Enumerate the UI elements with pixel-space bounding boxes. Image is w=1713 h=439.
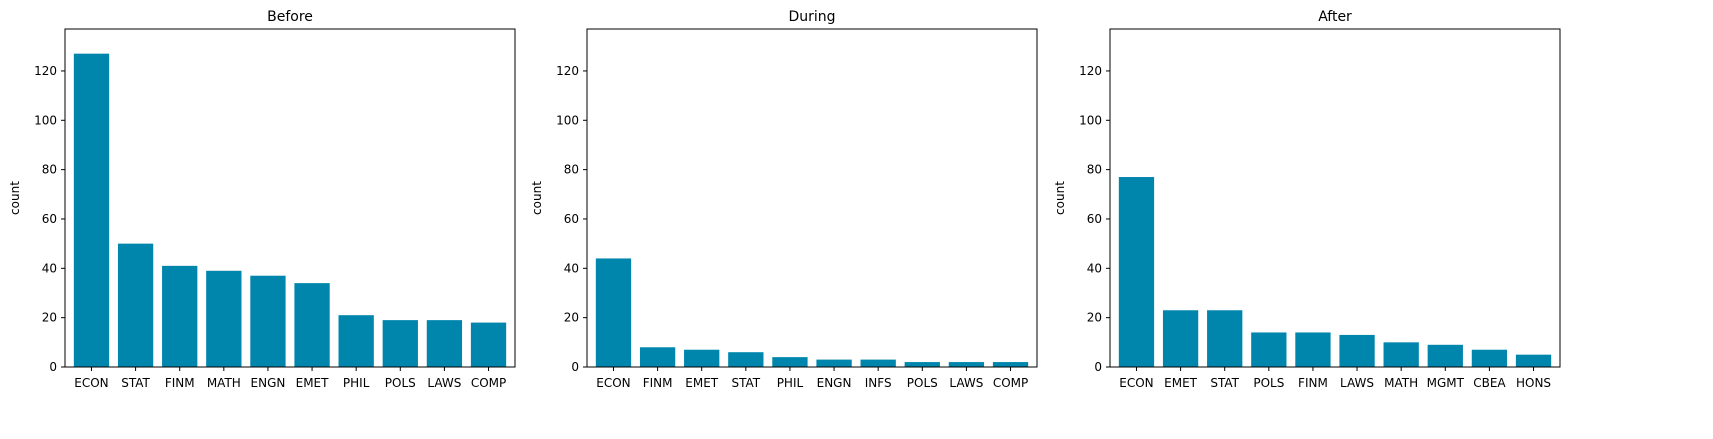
- x-tick-label: ENGN: [251, 376, 286, 390]
- x-tick-label: CBEA: [1473, 376, 1506, 390]
- y-tick-label: 120: [556, 64, 579, 78]
- bar-finm: [639, 347, 676, 367]
- y-tick-label: 100: [556, 113, 579, 127]
- x-tick-label: COMP: [471, 376, 506, 390]
- y-tick-label: 40: [42, 261, 57, 275]
- x-tick-label: STAT: [732, 376, 761, 390]
- x-tick-label: FINM: [1298, 376, 1328, 390]
- chart-panel-after: After count ECON EMET STAT POLS FINM LAWS MATH MG…: [1053, 9, 1561, 390]
- bar-stat: [728, 352, 764, 367]
- bar-econ: [595, 258, 632, 367]
- bar-emet: [684, 349, 720, 367]
- x-tick-label: EMET: [1164, 376, 1198, 390]
- plot-frame: [586, 28, 1038, 368]
- bar-engn: [250, 275, 286, 367]
- y-tick-label: 20: [42, 311, 57, 325]
- bar-cbea: [1471, 349, 1508, 367]
- bar-laws: [426, 320, 463, 367]
- bar-engn: [816, 359, 852, 367]
- chart-panel-during: During count ECON FINM EMET STAT PHIL ENGN INFS P…: [530, 9, 1038, 390]
- y-axis-label: count: [530, 181, 544, 215]
- x-tick-label: POLS: [907, 376, 938, 390]
- y-axis-label: count: [1053, 181, 1067, 215]
- x-tick-label: MGMT: [1427, 376, 1465, 390]
- x-tick-label: ECON: [596, 376, 630, 390]
- y-tick-label: 0: [571, 360, 579, 374]
- x-tick-label: STAT: [1210, 376, 1239, 390]
- x-tick-label: EMET: [685, 376, 719, 390]
- x-tick-label: LAWS: [1340, 376, 1374, 390]
- x-tick-label: FINM: [643, 376, 673, 390]
- x-tick-label: COMP: [993, 376, 1028, 390]
- bar-laws: [1339, 334, 1375, 367]
- bar-finm: [1295, 332, 1331, 367]
- chart-title: Before: [267, 9, 313, 25]
- chart-title: During: [788, 9, 835, 25]
- bar-econ: [73, 53, 110, 367]
- bar-pols: [904, 362, 940, 367]
- x-tick-label: ECON: [74, 376, 108, 390]
- bar-math: [206, 270, 242, 367]
- chart-panel-before: Before count ECON STAT FINM MATH ENGN EMET PHIL P…: [8, 9, 516, 390]
- y-tick-label: 20: [1087, 311, 1102, 325]
- y-tick-label: 80: [564, 163, 579, 177]
- chart-title: After: [1318, 9, 1352, 25]
- plot-frame: [1109, 28, 1561, 368]
- bar-stat: [1207, 310, 1243, 367]
- y-tick-label: 120: [34, 64, 57, 78]
- x-tick-label: ECON: [1119, 376, 1153, 390]
- y-tick-label: 80: [42, 163, 57, 177]
- x-tick-label: HONS: [1516, 376, 1551, 390]
- x-tick-label: STAT: [121, 376, 150, 390]
- y-tick-label: 40: [1087, 261, 1102, 275]
- y-tick-label: 60: [42, 212, 57, 226]
- bar-pols: [382, 320, 418, 367]
- y-axis-label: count: [8, 181, 22, 215]
- x-tick-label: FINM: [165, 376, 195, 390]
- bar-comp: [470, 322, 507, 367]
- y-tick-label: 20: [564, 311, 579, 325]
- y-tick-label: 40: [564, 261, 579, 275]
- bar-finm: [162, 265, 198, 367]
- bar-math: [1383, 342, 1419, 367]
- x-tick-label: POLS: [1253, 376, 1284, 390]
- y-tick-label: 80: [1087, 163, 1102, 177]
- x-tick-label: MATH: [1384, 376, 1418, 390]
- bar-emet: [1162, 310, 1199, 367]
- x-tick-label: PHIL: [343, 376, 370, 390]
- plot-frame: [64, 28, 516, 368]
- x-tick-label: POLS: [385, 376, 416, 390]
- bar-comp: [992, 362, 1029, 367]
- bar-phil: [338, 315, 374, 367]
- x-tick-label: LAWS: [949, 376, 983, 390]
- x-tick-label: ENGN: [817, 376, 852, 390]
- x-tick-label: MATH: [207, 376, 241, 390]
- bar-laws: [948, 362, 985, 367]
- y-tick-label: 120: [1079, 64, 1102, 78]
- bar-pols: [1251, 332, 1287, 367]
- x-tick-label: PHIL: [777, 376, 804, 390]
- bar-phil: [772, 357, 808, 367]
- x-tick-label: INFS: [865, 376, 892, 390]
- bar-mgmt: [1427, 344, 1463, 367]
- bar-econ: [1118, 177, 1155, 367]
- x-tick-label: EMET: [296, 376, 330, 390]
- x-tick-label: LAWS: [427, 376, 461, 390]
- y-tick-label: 100: [1079, 113, 1102, 127]
- bar-hons: [1515, 354, 1552, 367]
- bar-stat: [117, 243, 154, 367]
- y-tick-label: 60: [1087, 212, 1102, 226]
- bar-infs: [860, 359, 896, 367]
- y-tick-label: 0: [1094, 360, 1102, 374]
- y-tick-label: 0: [49, 360, 57, 374]
- bar-emet: [294, 283, 330, 367]
- y-tick-label: 60: [564, 212, 579, 226]
- y-tick-label: 100: [34, 113, 57, 127]
